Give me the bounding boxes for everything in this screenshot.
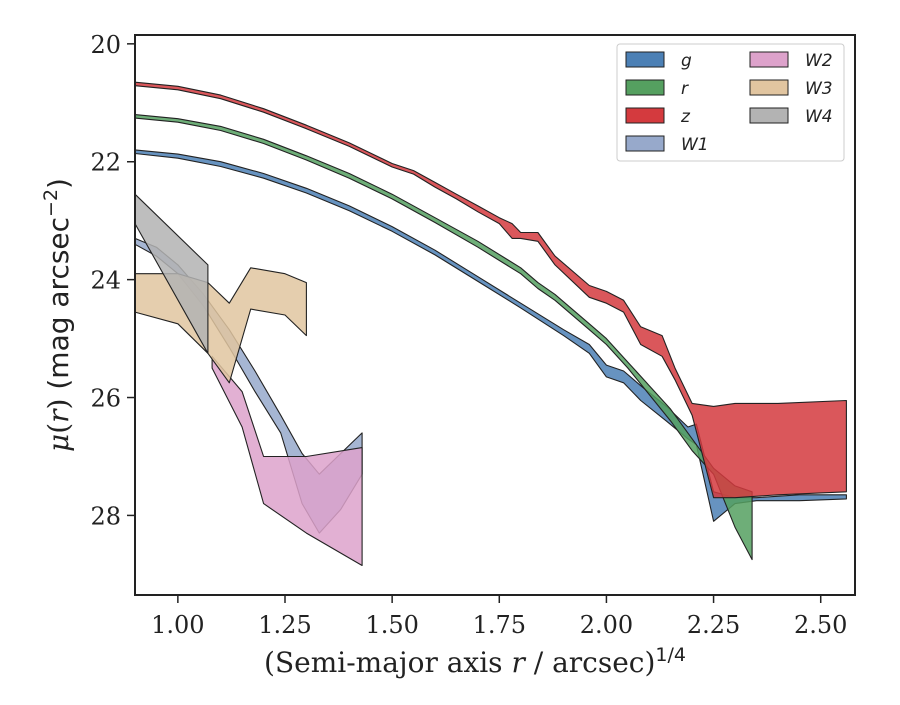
x-tick-label: 2.25	[687, 611, 740, 639]
y-axis: 20 22 24 26 28	[90, 31, 135, 530]
legend-label-w3: W3	[805, 79, 833, 99]
x-tick-label: 1.00	[151, 611, 204, 639]
legend-swatch-z	[625, 107, 665, 124]
x-tick-label: 1.50	[365, 611, 418, 639]
x-axis-title-prefix: (Semi-major axis	[264, 646, 511, 679]
y-tick-label: 20	[90, 31, 121, 59]
legend-label-w2: W2	[805, 51, 833, 71]
legend-label-w1: W1	[681, 135, 709, 155]
legend-box	[616, 43, 845, 162]
x-tick-label: 1.25	[258, 611, 311, 639]
x-tick-label: 1.75	[473, 611, 526, 639]
legend-swatch-w2	[749, 51, 789, 68]
y-axis-title-mu: μ	[42, 434, 75, 452]
y-axis-title: μ(r) (mag arcsec−2)	[40, 178, 75, 452]
y-axis-title-unit: (mag arcsec	[42, 217, 75, 399]
legend-swatch-w4	[749, 107, 789, 124]
legend: grz W1 W2 W3 W4	[616, 43, 845, 162]
legend-label-g: g	[681, 51, 692, 71]
y-tick-label: 24	[90, 267, 121, 295]
y-axis-title-close: )	[42, 399, 75, 410]
legend-label-w4: W4	[805, 107, 833, 127]
x-axis-title-variable: r	[511, 646, 526, 679]
y-tick-label: 22	[90, 149, 121, 177]
y-axis-title-variable: r	[42, 408, 75, 423]
x-tick-label: 2.00	[580, 611, 633, 639]
band-w2	[211, 355, 363, 567]
band-w3	[134, 267, 307, 384]
y-tick-label: 28	[90, 502, 121, 530]
band-g	[134, 149, 847, 522]
band-layer	[134, 81, 847, 567]
x-axis-title-exponent: 1/4	[655, 644, 686, 666]
legend-swatch-w1	[625, 135, 665, 152]
y-axis-title-exponent: −2	[40, 189, 62, 217]
y-axis-title-end: )	[42, 178, 75, 189]
x-axis: 1.00 1.25 1.50 1.75 2.00 2.25 2.50	[151, 595, 847, 639]
legend-label-r: r	[681, 79, 689, 99]
x-axis-title-unit: / arcsec)	[525, 646, 656, 679]
legend-label-z: z	[680, 107, 691, 127]
y-axis-title-open: (	[42, 423, 75, 434]
plot-frame	[134, 34, 856, 596]
legend-swatch-r	[625, 79, 665, 96]
legend-swatch-g	[625, 51, 665, 68]
band-z	[134, 81, 847, 499]
x-axis-title: (Semi-major axis r / arcsec)1/4	[264, 644, 686, 679]
y-tick-label: 26	[90, 385, 121, 413]
legend-swatch-w3	[749, 79, 789, 96]
x-tick-label: 2.50	[794, 611, 847, 639]
band-r	[134, 114, 753, 561]
